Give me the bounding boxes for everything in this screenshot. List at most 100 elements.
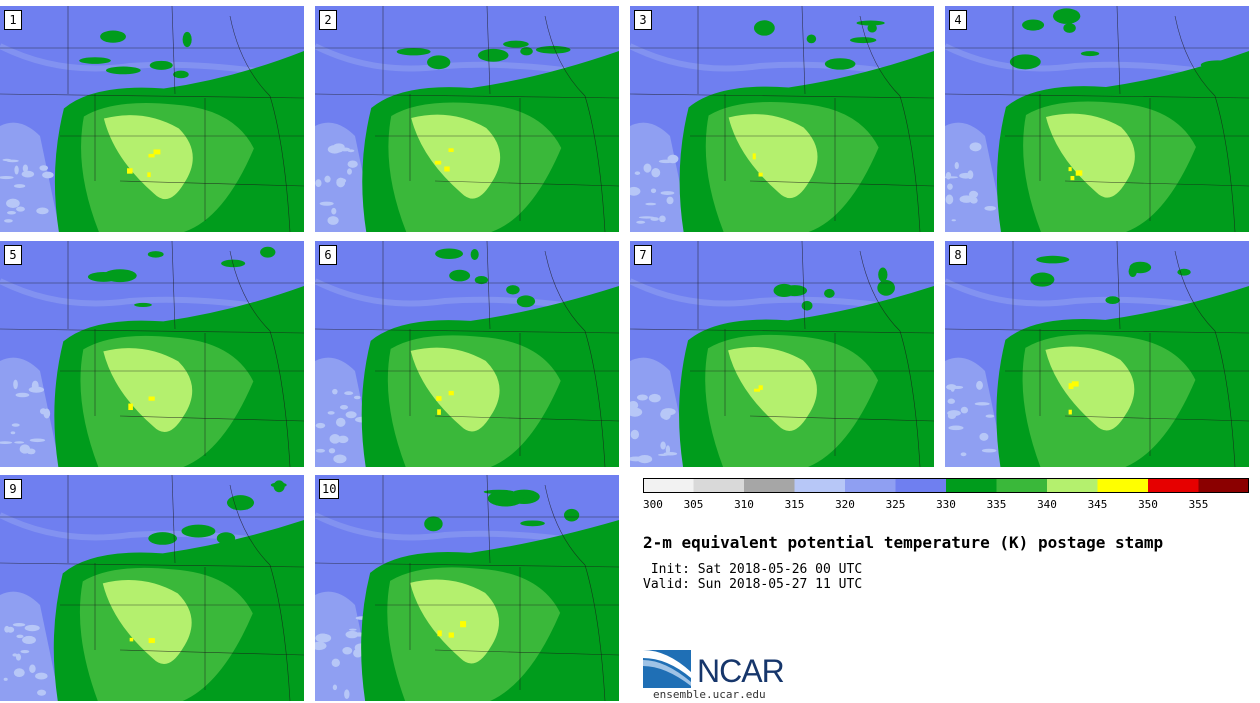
high-terrain-patch [0,175,14,180]
boundary-line [171,475,176,564]
high-terrain-patch [648,393,661,403]
map-panel-10: 10 [315,475,619,701]
boundary-line [899,95,921,232]
boundary-line [0,93,304,99]
boundary-line [1116,6,1121,95]
high-terrain-patch [960,452,967,457]
panel-number: 6 [319,245,337,265]
high-terrain-patch [13,668,25,677]
colorbar-segment [1198,478,1249,493]
high-terrain-patch [347,168,352,175]
green-cell [435,248,464,259]
northern-band [630,43,921,79]
high-terrain-patch [14,165,19,175]
high-terrain-patch [959,195,974,203]
high-terrain-patch [4,625,10,633]
theta-e-light-green [1045,346,1135,431]
high-terrain-patch [22,164,28,173]
high-terrain-patch [333,454,347,464]
high-terrain-patch [39,408,47,415]
green-cell [753,20,775,36]
yellow-hotspot [758,385,763,390]
green-cell [147,251,164,258]
high-terrain-patch [6,159,19,163]
green-cell [477,48,509,62]
map-panel-4: 4 [945,6,1249,232]
high-terrain-patch [665,445,671,455]
boundary-line [1116,241,1121,330]
boundary-line [486,241,491,330]
yellow-hotspot [129,637,134,642]
boundary-line [584,95,606,232]
yellow-hotspot [436,396,442,401]
high-terrain-patch [659,215,666,223]
high-terrain-patch [344,391,354,396]
high-terrain-patch [651,168,661,178]
boundary-line [434,415,619,422]
panel-number: 10 [319,479,340,499]
yellow-hotspot [752,153,756,160]
green-cell [424,516,443,532]
yellow-hotspot [1071,381,1079,387]
yellow-hotspot [437,630,442,637]
high-terrain-patch [329,434,341,444]
figure-title: 2-m equivalent potential temperature (K)… [643,533,1164,552]
high-terrain-patch [979,432,989,441]
high-terrain-patch [645,202,657,206]
yellow-hotspot [437,409,441,415]
boundary-line [859,250,901,332]
colorbar-segment [744,478,795,493]
green-cell [474,275,489,285]
colorbar [643,478,1249,493]
boundary-line [434,649,619,656]
yellow-hotspot [1068,167,1072,172]
high-terrain-patch [22,635,36,645]
high-terrain-patch [42,171,54,179]
high-terrain-patch [337,435,349,444]
yellow-hotspot [444,166,450,172]
high-terrain-patch [14,441,25,444]
theta-e-light-green [410,579,500,664]
high-terrain-patch [663,451,678,456]
high-terrain-patch [315,179,322,188]
green-cell [1052,8,1081,24]
green-cell [520,520,545,527]
green-cell [427,55,451,70]
high-terrain-patch [332,684,338,691]
boundary-line [544,484,586,566]
green-cell [449,269,471,282]
high-terrain-patch [13,184,26,188]
boundary-line [899,330,921,467]
theta-e-light-green [102,580,192,664]
site-url[interactable]: ensemble.ucar.edu [653,688,766,701]
high-terrain-patch [11,423,20,427]
map-panel-6: 6 [315,241,619,467]
green-cell [149,60,173,70]
boundary-line [315,93,619,99]
panel-number: 9 [4,479,22,499]
high-terrain-patch [947,410,961,417]
high-terrain-patch [636,220,646,224]
high-terrain-patch [339,147,351,152]
colorbar-tick-label: 310 [734,498,754,511]
green-cell [563,508,580,522]
high-terrain-patch [345,630,359,639]
boundary-line [486,6,491,95]
green-cell [1022,19,1045,31]
yellow-hotspot [1075,170,1083,176]
green-cell [181,524,216,538]
high-terrain-patch [636,394,648,401]
green-cell [396,48,431,56]
panel-number: 3 [634,10,652,30]
high-terrain-patch [637,454,653,464]
high-terrain-patch [960,406,969,414]
boundary-line [171,241,176,330]
western-terrain [630,122,690,232]
yellow-hotspot [1068,409,1072,415]
high-terrain-patch [660,191,675,195]
green-cell [1009,54,1041,70]
map-panel-7: 7 [630,241,934,467]
colorbar-tick-label: 325 [885,498,906,511]
high-terrain-patch [13,379,18,390]
green-cell [824,288,835,298]
